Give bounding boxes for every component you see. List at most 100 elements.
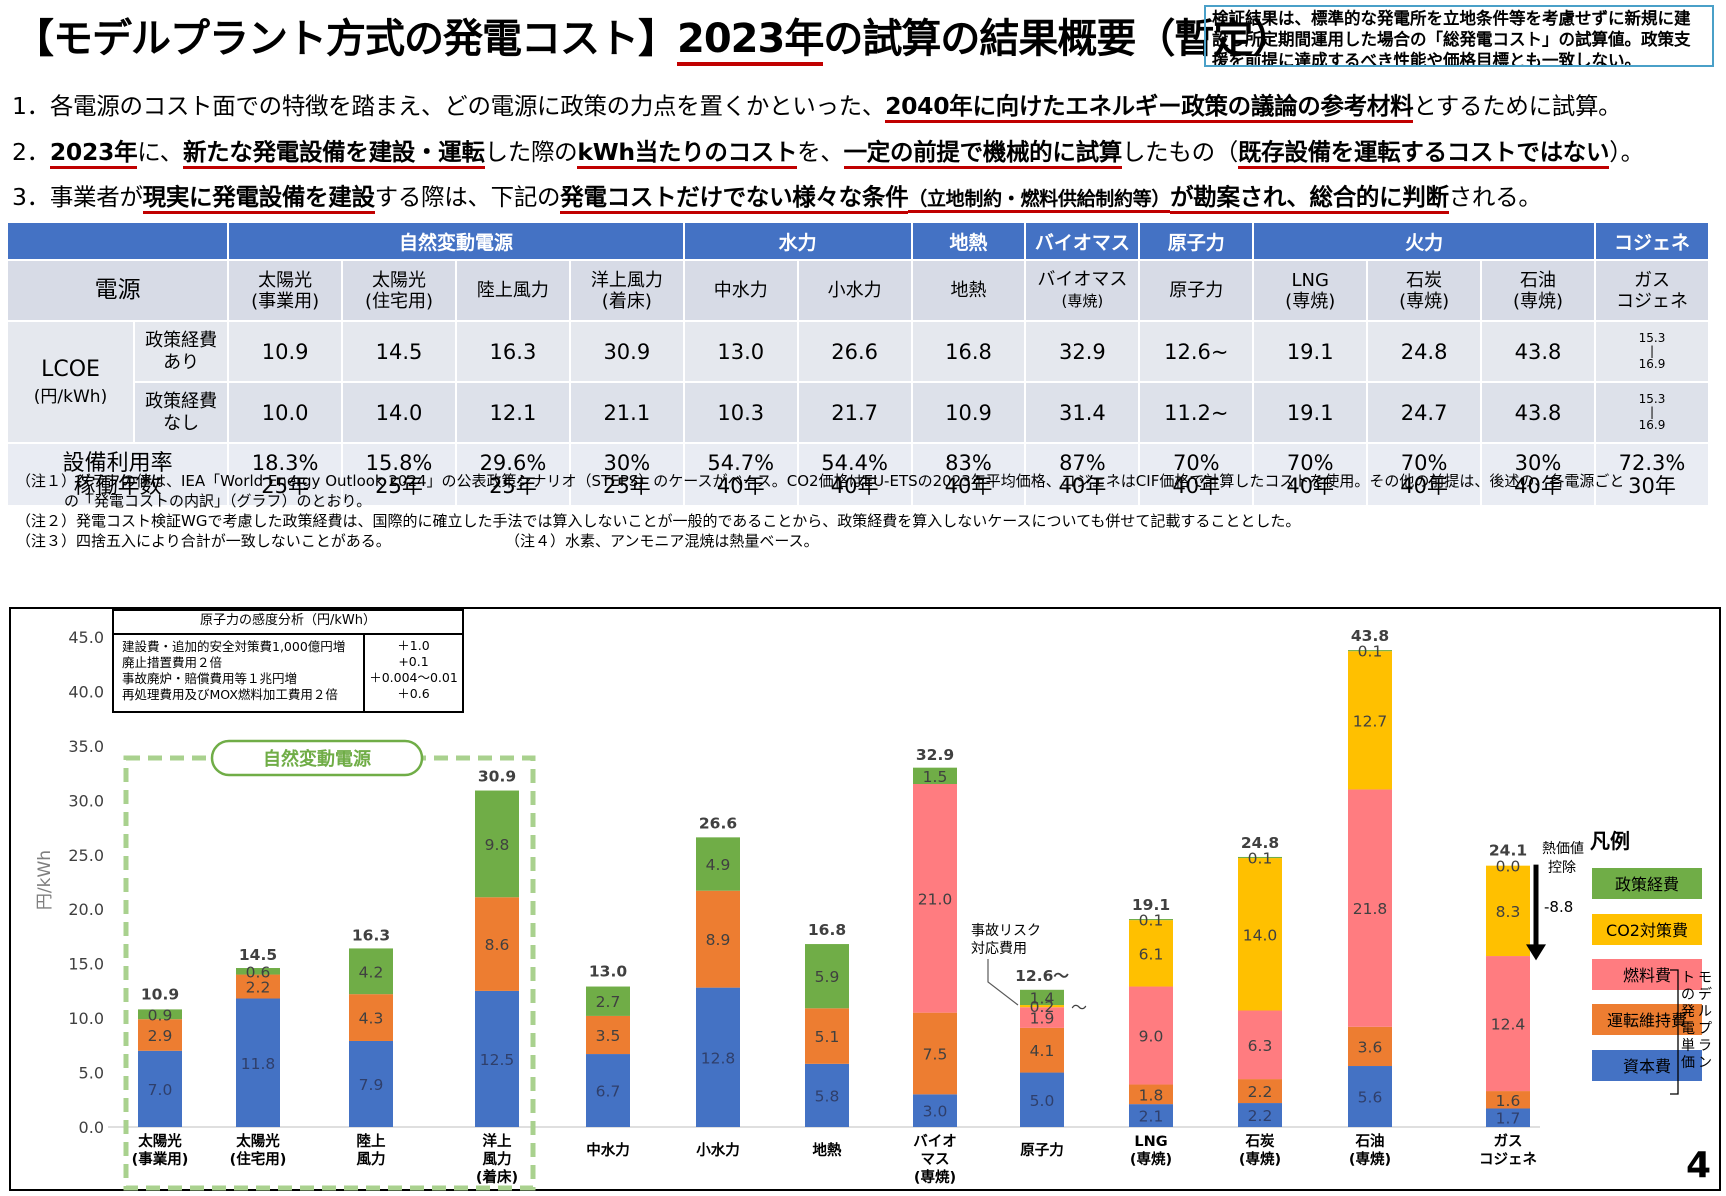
bar-segment [1129, 1104, 1173, 1127]
lcoe-with-policy: 43.8 [1480, 320, 1596, 383]
bar-segment [1238, 1010, 1282, 1080]
bar-segment [696, 890, 740, 988]
sensitivity-label: 廃止措置費用２倍 [122, 655, 223, 670]
bar-segment [1129, 1084, 1173, 1105]
legend-swatch [1592, 959, 1702, 990]
bar-segment [586, 986, 630, 1016]
group-biomass: バイオマス [1024, 221, 1141, 261]
disclaimer-box: 検証結果は、標準的な発電所を立地条件等を考慮せずに新規に建設し所定期間運用した場… [1204, 5, 1714, 67]
lcoe-with-policy: 19.1 [1252, 320, 1369, 383]
capacity-and-years: 70% 40年 [1366, 442, 1483, 507]
legend-label: 運転維持費 [1607, 1011, 1687, 1030]
lcoe-without-policy: 11.2~ [1138, 381, 1255, 444]
bar-value-label: 1.5 [923, 768, 948, 786]
y-tick-label: 10.0 [68, 1009, 104, 1028]
bar-segment [1020, 1005, 1064, 1008]
point-1: 1．各電源のコスト面での特徴を踏まえ、どの電源に政策の力点を置くかといった、20… [12, 87, 1622, 123]
source-name: 石炭 (専焼) [1366, 259, 1483, 322]
without-policy-label: 政策経費 なし [133, 381, 230, 444]
point-2: 2．2023年に、新たな発電設備を建設・運転した際のkWh当たりのコストを、一定… [12, 133, 1644, 169]
lcoe-without-policy: 19.1 [1252, 381, 1369, 444]
group-thermal: 火力 [1252, 221, 1596, 261]
bar-segment [1129, 986, 1173, 1085]
sensitivity-value: ＋0.004〜0.01 [369, 670, 458, 685]
bar-value-label: 21.0 [918, 890, 953, 908]
bar-segment [1020, 1027, 1064, 1073]
bar-segment [1486, 865, 1530, 957]
bar-value-label: 4.1 [1030, 1042, 1055, 1060]
bar-segment [913, 767, 957, 784]
y-tick-label: 25.0 [68, 846, 104, 865]
bar-total-label: 19.1 [1132, 896, 1170, 914]
capacity-and-years: 29.6% 25年 [454, 442, 571, 507]
source-name: バイオマス (専焼) [1024, 259, 1141, 322]
legend-label: CO2対策費 [1606, 921, 1688, 940]
bar-value-label: 2.1 [1139, 1108, 1164, 1126]
bar-value-label: 1.7 [1496, 1110, 1521, 1128]
bar-value-label: 0.1 [1358, 643, 1383, 661]
legend-label: 燃料費 [1623, 966, 1671, 985]
bar-segment [805, 1008, 849, 1064]
bar-segment [349, 948, 393, 995]
y-tick-label: 40.0 [68, 682, 104, 701]
bar-segment [1129, 920, 1173, 987]
legend-bracket-char: 電 [1681, 1021, 1695, 1037]
bar-segment [1020, 989, 1064, 1006]
bar-total-label: 30.9 [478, 768, 516, 786]
legend-bracket [1670, 969, 1679, 1095]
bar-total-label: 10.9 [141, 985, 179, 1003]
group-renewable: 自然変動電源 [227, 221, 685, 261]
bar-value-label: 4.2 [359, 963, 384, 981]
bar-segment [805, 1063, 849, 1127]
bar-value-label: 12.5 [480, 1051, 515, 1069]
bar-value-label: 9.8 [485, 836, 510, 854]
bar-segment [475, 990, 519, 1127]
bar-segment [349, 994, 393, 1041]
bar-segment [1348, 650, 1392, 652]
bar-value-label: 2.9 [148, 1027, 173, 1045]
bar-segment [1238, 1079, 1282, 1104]
capacity-and-years: 30% 40年 [1480, 442, 1596, 507]
capacity-and-years: 83% 40年 [910, 442, 1027, 507]
category-label: (専焼) [1130, 1150, 1172, 1168]
bar-value-label: 8.9 [706, 931, 731, 949]
category-label: 太陽光 [138, 1132, 182, 1150]
category-label: 陸上 [357, 1132, 386, 1150]
category-label: バイオ [913, 1133, 957, 1150]
capacity-and-years: 54.4% 40年 [796, 442, 913, 507]
bar-value-label: 5.8 [815, 1087, 840, 1105]
lcoe-with-policy: 32.9 [1024, 320, 1141, 383]
heat-credit-label: 控除 [1548, 860, 1576, 876]
legend-swatch [1592, 914, 1702, 945]
lcoe-with-policy: 16.3 [454, 320, 571, 383]
category-label: ガス [1494, 1133, 1523, 1150]
lcoe-table: 自然変動電源 水力 地熱 バイオマス 原子力 火力 コジェネ 電源 太陽光 (事業… [5, 221, 1711, 507]
lcoe-without-policy: 24.7 [1366, 381, 1483, 444]
lcoe-with-policy: 12.6~ [1138, 320, 1255, 383]
lcoe-without-policy: 21.1 [568, 381, 685, 444]
group-cogen: コジェネ [1593, 221, 1711, 261]
bar-segment [913, 784, 957, 1013]
legend-bracket-char: プ [1698, 1021, 1712, 1037]
y-tick-label: 20.0 [68, 900, 104, 919]
lcoe-with-policy: 14.5 [341, 320, 457, 383]
bar-value-label: 8.3 [1496, 903, 1521, 921]
source-name: 太陽光 (事業用) [227, 259, 344, 322]
bar-value-label: 4.9 [706, 856, 731, 874]
bar-segment [696, 987, 740, 1127]
bar-value-label: 5.6 [1358, 1089, 1383, 1107]
renewable-group-label: 自然変動電源 [263, 748, 371, 770]
lcoe-with-policy: 24.8 [1366, 320, 1483, 383]
bar-value-label: 14.0 [1243, 926, 1278, 944]
sensitivity-value: ＋0.6 [397, 686, 430, 701]
category-label: LNG [1134, 1134, 1167, 1150]
bar-value-label: 5.0 [1030, 1092, 1055, 1110]
bar-segment [586, 1015, 630, 1055]
bar-value-label: 0.1 [1139, 912, 1164, 930]
bar-segment [586, 1054, 630, 1127]
lcoe-with-policy: 16.8 [910, 320, 1027, 383]
bar-value-label: 2.2 [1248, 1107, 1273, 1125]
bar-segment [1348, 651, 1392, 790]
bar-value-label: 21.8 [1353, 900, 1388, 918]
